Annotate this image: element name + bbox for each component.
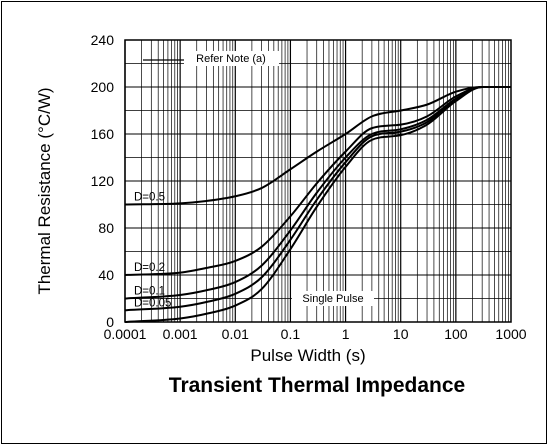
x-tick-label: 0.1 <box>281 326 301 342</box>
series-label-d-0-2: D=0.2 <box>134 262 165 274</box>
y-tick-label: 240 <box>91 32 115 48</box>
x-tick-label: 1000 <box>495 326 526 342</box>
x-tick-label: 1 <box>342 326 350 342</box>
series-labels: D=0.5 D=0.2 D=0.1D=0.05 <box>134 192 171 310</box>
y-tick-label: 80 <box>98 220 114 236</box>
series-line-d-0-5 <box>124 86 511 206</box>
x-tick-label: 10 <box>393 326 409 342</box>
y-tick-label: 160 <box>91 126 115 142</box>
series-line-d-0-1 <box>124 86 511 300</box>
x-tick-label: 0.0001 <box>104 326 147 342</box>
y-tick-label: 200 <box>91 79 115 95</box>
series-line-single-pulse <box>124 86 511 323</box>
single-pulse-label-background <box>292 291 374 306</box>
x-tick-label: 100 <box>444 326 468 342</box>
series-line-d-0-05 <box>124 86 511 312</box>
y-tick-label: 0 <box>106 314 114 330</box>
series-label-d-0-5: D=0.5 <box>134 192 165 204</box>
x-tick-label: 0.001 <box>163 326 198 342</box>
y-axis-title: Thermal Resistance (°C/W) <box>35 87 54 294</box>
x-tick-labels: 0.0001 0.001 0.01 0.1 1 10 100 1000 <box>104 326 527 342</box>
series-label-d-0-05: D=0.05 <box>134 297 171 309</box>
y-tick-labels: 0 40 80 120 160 200 240 <box>91 32 115 330</box>
note-label-background <box>184 51 279 66</box>
chart-title: Transient Thermal Impedance <box>169 374 465 397</box>
note-label: Refer Note (a) <box>196 53 266 65</box>
y-tick-label: 120 <box>91 173 115 189</box>
series-line-d-0-2 <box>124 86 511 276</box>
series-label-d-0-1: D=0.1 <box>134 286 165 298</box>
y-tick-label: 40 <box>98 267 114 283</box>
x-tick-label: 0.01 <box>222 326 249 342</box>
series-lines <box>124 86 511 323</box>
plot-border <box>124 39 512 323</box>
annotation-layer: Refer Note (a) Single Pulse <box>143 51 374 306</box>
single-pulse-label: Single Pulse <box>302 293 363 305</box>
x-axis-title: Pulse Width (s) <box>250 346 365 365</box>
